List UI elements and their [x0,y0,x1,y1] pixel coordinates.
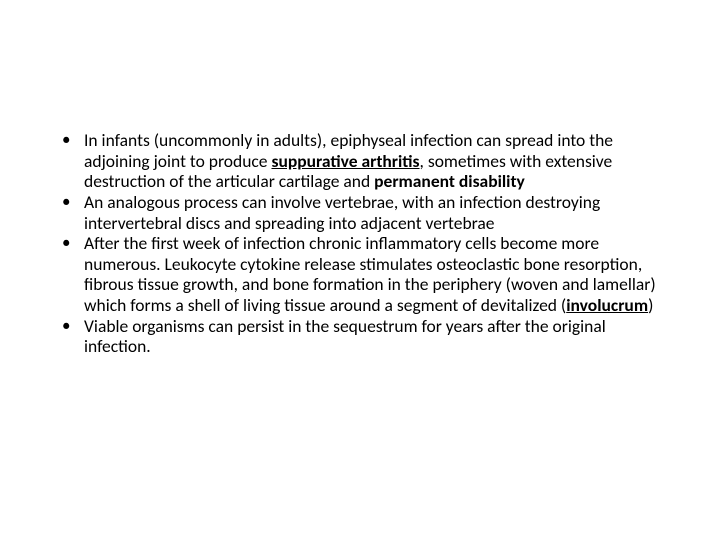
text-bold: permanent disability [374,170,525,192]
text-run: ) [648,294,653,316]
list-item: Viable organisms can persist in the sequ… [56,316,664,357]
text-run: An analogous process can involve vertebr… [84,191,600,234]
bullet-list: In infants (uncommonly in adults), epiph… [56,130,664,357]
slide-body: In infants (uncommonly in adults), epiph… [0,0,720,540]
list-item: An analogous process can involve vertebr… [56,192,664,233]
list-item: In infants (uncommonly in adults), epiph… [56,130,664,192]
list-item: After the first week of infection chroni… [56,233,664,316]
text-bold-underline: involucrum [566,294,648,316]
text-bold-underline: suppurative arthritis [271,150,419,172]
text-run: Viable organisms can persist in the sequ… [84,315,606,358]
